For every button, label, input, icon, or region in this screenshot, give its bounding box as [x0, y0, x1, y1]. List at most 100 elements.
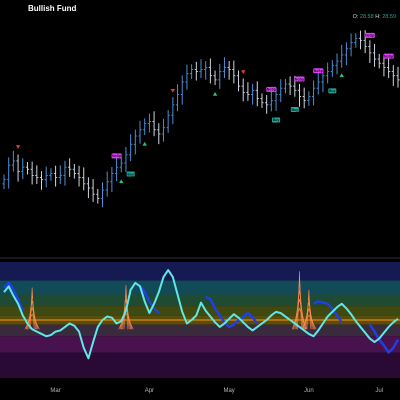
spike-line: [28, 294, 36, 330]
label-box: [294, 76, 305, 82]
ohlc-bar: [302, 87, 306, 109]
ohlc-bar: [100, 182, 105, 208]
ohlc-high-value: 28.59: [382, 14, 396, 20]
oscillator-spike: [301, 289, 317, 330]
ohlc-bar: [21, 158, 25, 180]
ohlc-bar: [396, 66, 400, 88]
ohlc-bar: [269, 90, 273, 112]
oscillator-band: [0, 280, 400, 295]
sell-label: NoSp: [294, 76, 305, 82]
ohlc-bar: [105, 171, 109, 197]
spike-line: [297, 271, 302, 330]
ohlc-bar: [358, 30, 363, 50]
ohlc-readout: O: 28.58 H: 28.59: [353, 14, 396, 20]
chart-title: Bullish Fund: [28, 4, 77, 13]
ohlc-bar: [387, 57, 391, 79]
label-box: [111, 153, 122, 159]
ohlc-bar: [152, 111, 156, 137]
ohlc-bar: [91, 179, 95, 202]
label-text: NoSp: [314, 69, 323, 73]
oscillator-primary-line: [3, 269, 399, 360]
ohlc-bar: [232, 60, 236, 84]
label-text: Buy: [127, 172, 134, 176]
ohlc-bar: [288, 76, 292, 96]
ohlc-bar: [143, 118, 147, 135]
ohlc-bar: [311, 80, 316, 106]
oscillator-secondary-line: [3, 281, 24, 312]
ohlc-bar: [2, 174, 6, 190]
ohlc-bar: [185, 64, 189, 90]
ohlc-bar: [44, 166, 48, 188]
ohlc-bar: [330, 60, 334, 77]
ohlc-bar: [344, 42, 349, 66]
ohlc-bar: [274, 87, 278, 111]
ohlc-bar: [110, 166, 114, 192]
buy-label: Buy: [290, 107, 299, 113]
label-box: [328, 88, 337, 94]
oscillator-band: [0, 306, 400, 316]
ohlc-bar: [77, 165, 81, 187]
x-axis: Mar Apr May Jun Jul: [50, 388, 383, 394]
ohlc-bar: [58, 165, 62, 185]
ohlc-bar: [349, 33, 353, 57]
ohlc-bar: [35, 165, 39, 185]
oscillator-spike: [292, 271, 307, 330]
ohlc-bar: [157, 123, 161, 145]
ohlc-bar: [194, 61, 198, 81]
ohlc-bar: [11, 150, 15, 172]
oscillator-secondary-line: [368, 323, 400, 354]
ohlc-open-label: O:: [352, 14, 359, 20]
label-box: [290, 107, 299, 113]
oscillator-band: [0, 336, 400, 353]
ohlc-bar: [218, 63, 222, 89]
spike-line: [29, 287, 35, 330]
sell-label: NoSp: [111, 153, 122, 159]
label-box: [272, 117, 281, 123]
ohlc-bar: [246, 82, 250, 101]
oscillator-band: [0, 294, 400, 307]
ohlc-bar: [129, 134, 133, 162]
ohlc-bar: [368, 40, 372, 64]
ohlc-bar: [297, 83, 302, 107]
ohlc-bar: [39, 171, 44, 190]
ohlc-bar: [147, 113, 152, 133]
label-text: NoSp: [267, 88, 276, 92]
oscillator-secondary-line: [205, 295, 259, 329]
ohlc-bar: [227, 60, 231, 80]
label-box: [383, 53, 394, 59]
sell-label: NoSp: [313, 68, 324, 74]
label-box: [364, 32, 375, 38]
ohlc-bar: [204, 60, 208, 80]
ohlc-bar: [138, 120, 142, 144]
label-box: [126, 171, 135, 177]
ohlc-bar: [86, 177, 91, 199]
ohlc-bar: [114, 158, 119, 182]
ohlc-bar: [63, 160, 67, 186]
ohlc-bar: [68, 158, 72, 177]
ohlc-bar: [265, 95, 269, 114]
ohlc-high-label: H:: [375, 14, 381, 20]
ohlc-bar: [321, 69, 325, 93]
ohlc-bar: [161, 118, 166, 142]
spike-line: [295, 280, 304, 330]
oscillator-band: [0, 324, 400, 337]
buy-signal-marker: [119, 179, 124, 184]
ohlc-bar: [260, 93, 264, 108]
ohlc-bar: [307, 91, 311, 106]
sell-label: NoSp: [364, 32, 375, 38]
buy-signal-marker: [212, 91, 218, 96]
ohlc-bar: [382, 55, 386, 77]
x-tick-label: Jul: [375, 388, 383, 394]
buy-label: Buy: [328, 88, 337, 94]
sell-signal-marker: [241, 70, 246, 75]
buy-signal-marker: [339, 73, 344, 78]
label-text: Buy: [273, 118, 280, 122]
ohlc-bar: [119, 157, 123, 173]
ohlc-bar: [213, 70, 217, 86]
x-tick-label: Jun: [304, 388, 314, 394]
oscillator-pane: [0, 269, 400, 360]
ohlc-bar: [30, 161, 34, 185]
spike-line: [305, 296, 313, 330]
